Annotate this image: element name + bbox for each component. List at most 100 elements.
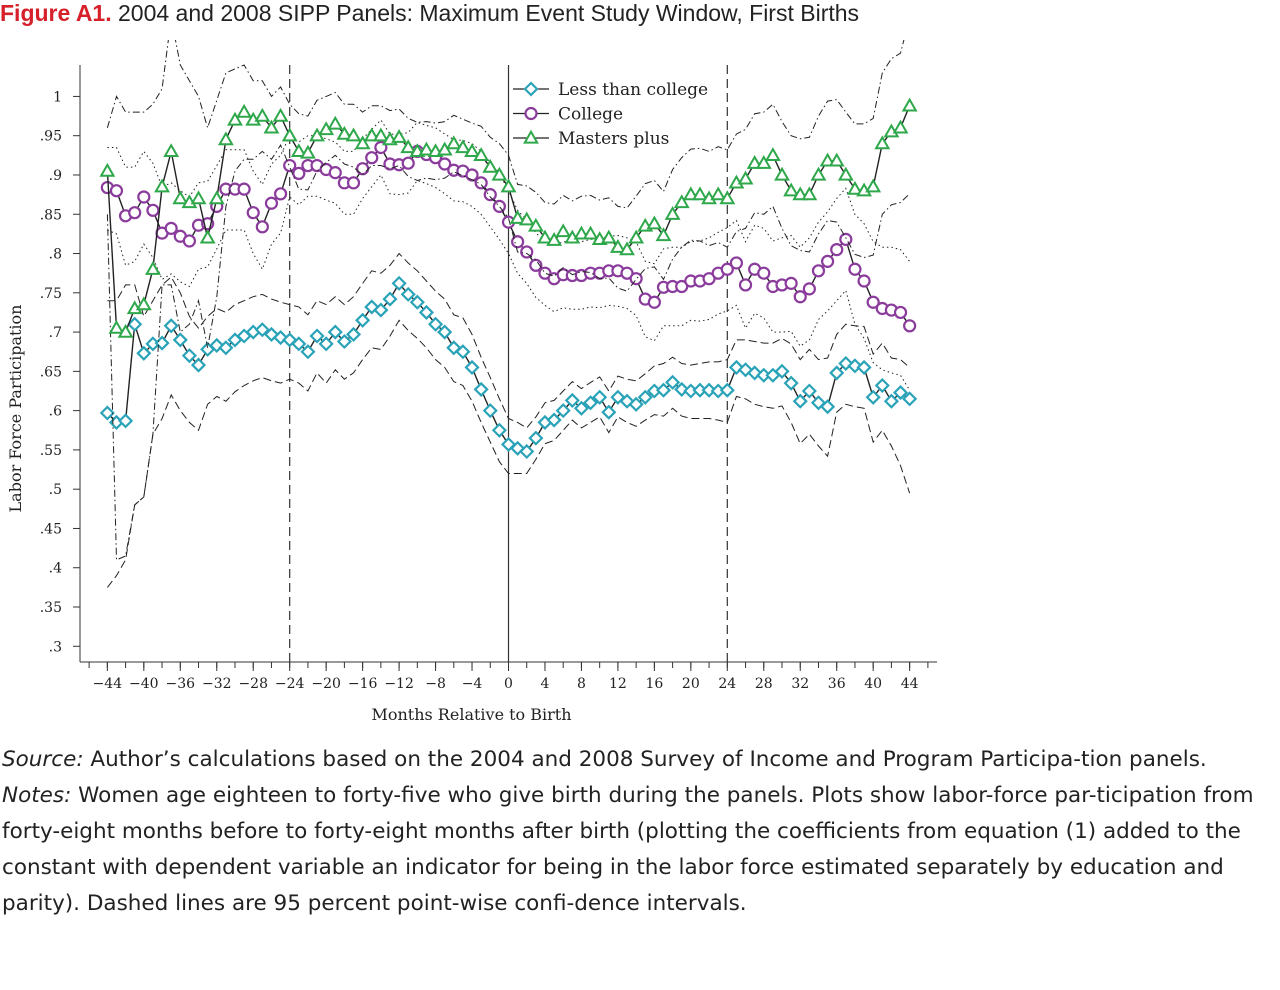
data-point	[692, 186, 708, 201]
data-point	[154, 335, 170, 351]
data-point	[729, 256, 744, 270]
y-axis-title: Labor Force Participation	[6, 305, 25, 513]
figure-label: Figure A1.	[0, 0, 112, 26]
data-point	[336, 333, 352, 350]
y-tick-label: 1	[53, 89, 62, 105]
data-point	[437, 324, 453, 340]
x-tick-label: −40	[129, 676, 159, 692]
y-tick-label: .75	[40, 286, 62, 302]
data-point	[829, 365, 845, 381]
data-point	[865, 178, 882, 193]
data-point	[254, 107, 271, 122]
legend-label: Masters plus	[558, 129, 669, 149]
data-point	[382, 291, 398, 307]
data-point	[454, 139, 471, 154]
x-tick-label: 40	[864, 676, 882, 692]
data-point	[491, 422, 507, 438]
data-point	[865, 389, 881, 405]
data-point	[483, 188, 497, 202]
data-point	[199, 229, 216, 244]
data-point	[473, 147, 490, 161]
data-point	[345, 127, 362, 142]
source-text: Author’s calculations based on the 2004 …	[83, 747, 1207, 772]
data-point	[236, 103, 253, 118]
data-point	[719, 382, 735, 398]
notes-label: Notes:	[2, 783, 72, 808]
notes-text: Women age eighteen to forty-five who giv…	[2, 783, 1254, 916]
data-point	[99, 162, 116, 177]
data-point	[737, 170, 754, 185]
ci-upper-line	[107, 252, 910, 429]
data-point	[783, 182, 800, 197]
x-axis-title: Months Relative to Birth	[371, 705, 571, 724]
data-point	[848, 262, 862, 276]
data-point	[811, 264, 826, 278]
x-tick-label: 12	[609, 676, 627, 692]
x-tick-label: 16	[645, 676, 663, 692]
data-point	[592, 389, 608, 405]
data-point	[300, 344, 316, 360]
x-tick-label: −32	[202, 676, 232, 692]
data-point	[710, 186, 727, 201]
data-point	[264, 196, 279, 210]
data-point	[418, 141, 435, 156]
legend-marker	[523, 81, 539, 97]
data-point	[109, 184, 124, 198]
data-point	[464, 143, 480, 158]
data-point	[482, 158, 499, 173]
data-point	[464, 359, 480, 375]
data-point	[328, 166, 342, 180]
x-tick-label: −44	[93, 676, 123, 692]
data-point	[874, 135, 891, 150]
y-tick-label: .45	[40, 521, 62, 537]
data-point	[227, 111, 243, 126]
data-point	[573, 400, 589, 416]
data-point	[600, 229, 617, 244]
figure-title-text: 2004 and 2008 SIPP Panels: Maximum Event…	[118, 0, 860, 26]
data-point	[300, 144, 316, 159]
data-point	[108, 319, 125, 334]
data-point	[903, 319, 917, 333]
ci-lower-line	[107, 174, 911, 391]
data-point	[273, 187, 288, 201]
source-label: Source:	[2, 747, 84, 772]
data-point	[764, 147, 781, 161]
data-point	[647, 295, 661, 309]
data-point	[272, 107, 289, 122]
x-tick-label: −24	[275, 676, 305, 692]
data-point	[757, 266, 771, 280]
data-point	[783, 375, 799, 391]
data-point	[473, 381, 489, 397]
data-point	[327, 115, 344, 130]
data-point	[520, 245, 534, 259]
data-point	[655, 382, 672, 398]
data-point	[465, 168, 479, 182]
data-point	[628, 229, 645, 244]
legend-label: College	[558, 105, 623, 125]
data-point	[409, 294, 425, 310]
legend-marker	[524, 106, 538, 121]
data-point	[292, 166, 306, 181]
data-point	[820, 399, 836, 415]
data-point	[492, 199, 506, 213]
data-point	[509, 209, 526, 224]
data-point	[629, 272, 643, 286]
y-tick-label: .85	[40, 207, 62, 223]
data-point	[146, 203, 160, 217]
y-tick-label: .65	[40, 364, 62, 380]
data-point	[874, 377, 890, 394]
data-point	[555, 403, 571, 419]
data-point	[354, 135, 371, 150]
data-point	[263, 119, 280, 134]
data-point	[135, 296, 152, 311]
data-point	[830, 242, 844, 257]
data-point	[182, 234, 197, 248]
figure-notes: Source: Author’s calculations based on t…	[2, 742, 1274, 922]
y-tick-label: .35	[40, 600, 62, 616]
data-point	[246, 206, 260, 220]
series-0	[99, 252, 918, 588]
data-point	[137, 190, 151, 204]
x-tick-label: 36	[828, 676, 846, 692]
data-point	[281, 127, 298, 142]
data-point	[527, 217, 544, 232]
